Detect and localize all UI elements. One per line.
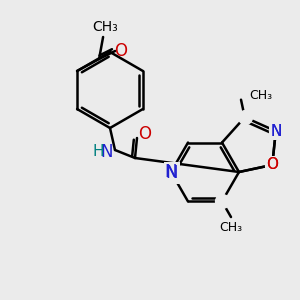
Text: CH₃: CH₃ bbox=[219, 220, 242, 233]
Text: N: N bbox=[270, 124, 281, 139]
Text: CH₃: CH₃ bbox=[249, 89, 272, 102]
Text: N: N bbox=[166, 164, 178, 182]
Text: O: O bbox=[266, 158, 278, 172]
Text: O: O bbox=[115, 42, 128, 60]
Text: N: N bbox=[101, 143, 113, 161]
Text: N: N bbox=[165, 163, 177, 181]
Text: O: O bbox=[266, 158, 278, 172]
Text: H: H bbox=[92, 145, 104, 160]
Text: O: O bbox=[139, 125, 152, 143]
Text: N: N bbox=[270, 124, 281, 139]
Text: CH₃: CH₃ bbox=[92, 20, 118, 34]
